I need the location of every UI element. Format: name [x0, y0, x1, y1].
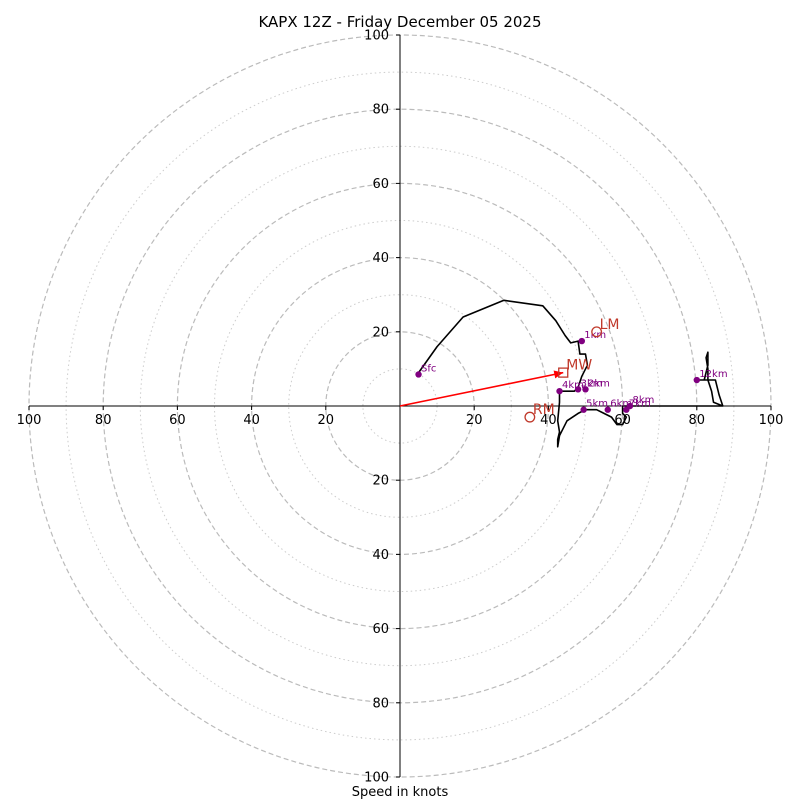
height-label: 7km: [629, 399, 651, 410]
y-tick-label: 40: [372, 548, 389, 563]
x-axis-label: Speed in knots: [352, 785, 449, 800]
y-tick-label: 20: [372, 474, 389, 489]
x-tick-label: 100: [759, 413, 784, 428]
height-marker-4km: 4km: [556, 380, 584, 395]
tick-labels: 100 80 60 40 20 20 40 60 80 100100806040202040608…: [17, 29, 784, 786]
storm-label: LM: [600, 317, 620, 333]
x-tick-label: 40: [243, 413, 260, 428]
mean-wind-arrow-shaft: [399, 371, 564, 407]
height-label: 6km: [610, 399, 632, 410]
height-label: Sfc: [421, 363, 436, 374]
storm-motion-lm: LM: [591, 317, 620, 338]
height-dot: [604, 406, 611, 413]
height-dot: [578, 337, 585, 345]
chart-title: KAPX 12Z - Friday December 05 2025: [258, 13, 541, 31]
height-dot: [580, 406, 587, 413]
x-tick-label: 20: [466, 413, 483, 428]
x-tick-label: 80: [689, 413, 706, 428]
y-tick-label: 80: [372, 103, 389, 118]
height-dot: [582, 386, 589, 393]
x-tick-label: 60: [614, 413, 631, 428]
height-marker-6km: 6km: [604, 399, 632, 413]
y-tick-label: 40: [372, 251, 389, 266]
storm-marker-circle: [591, 326, 603, 338]
height-marker-5km: 5km: [580, 399, 608, 413]
height-dot: [626, 402, 634, 410]
height-label: 5km: [586, 399, 608, 410]
storm-motion-markers: LM MW RM: [524, 317, 620, 423]
height-marker-12km: 12km: [693, 369, 728, 384]
height-marker-8km: 8km: [626, 395, 655, 410]
height-dot: [574, 386, 582, 393]
storm-label: RM: [533, 402, 555, 418]
storm-marker-circle: [524, 411, 536, 423]
height-marker-2km: 2km: [582, 378, 610, 393]
x-tick-label: 40: [540, 413, 557, 428]
y-tick-label: 20: [372, 325, 389, 340]
x-tick-label: 60: [169, 413, 186, 428]
storm-label: MW: [566, 358, 592, 374]
storm-motion-mw: MW: [558, 358, 592, 378]
height-marker-3km: 3km: [574, 378, 603, 393]
height-dot: [693, 376, 700, 384]
y-tick-label: 60: [372, 622, 389, 637]
x-tick-label: 100: [17, 413, 42, 428]
y-tick-label: 80: [372, 696, 389, 711]
height-label: 1km: [584, 330, 606, 341]
storm-marker-square: [558, 367, 569, 378]
height-dot: [556, 387, 563, 395]
y-tick-label: 100: [364, 771, 389, 786]
height-label: 12km: [699, 369, 727, 380]
mean-wind-vector: [399, 370, 564, 407]
height-marker-Sfc: Sfc: [415, 363, 436, 378]
height-label: 3km: [581, 378, 603, 389]
height-dot: [415, 371, 422, 378]
height-marker-1km: 1km: [578, 330, 606, 345]
y-tick-label: 100: [364, 29, 389, 44]
height-label: 4km: [562, 380, 584, 391]
y-tick-label: 60: [372, 177, 389, 192]
height-label: 8km: [633, 395, 655, 406]
storm-motion-rm: RM: [524, 402, 555, 423]
x-tick-label: 20: [318, 413, 335, 428]
height-label: 2km: [588, 378, 610, 389]
x-tick-label: 80: [95, 413, 112, 428]
